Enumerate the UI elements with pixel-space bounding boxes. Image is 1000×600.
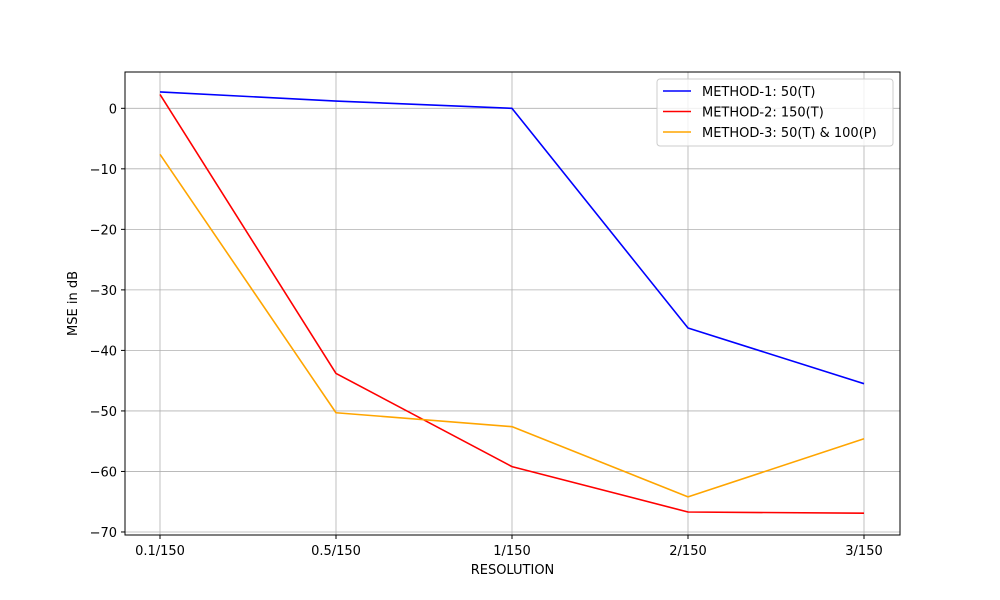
- legend-box: [656, 78, 894, 147]
- x-axis-ticks: 0.1/150 0.5/150 1/150 2/150 3/150: [135, 535, 883, 559]
- y-tick-label: −10: [90, 163, 117, 178]
- legend: METHOD-1: 50(T) METHOD-2: 150(T) METHOD-3:…: [656, 78, 894, 147]
- grid: [125, 72, 900, 535]
- y-tick-label: −70: [90, 526, 117, 541]
- y-tick-label: −20: [90, 223, 117, 238]
- y-axis-label: MSE in dB: [66, 271, 81, 336]
- series-lines: [159, 91, 865, 515]
- x-tick-label: 0.1/150: [135, 544, 185, 559]
- x-tick-label: 3/150: [845, 544, 882, 559]
- x-tick-label: 1/150: [493, 544, 530, 559]
- legend-entry: METHOD-2: 150(T): [702, 106, 824, 121]
- x-tick-label: 2/150: [669, 544, 706, 559]
- y-tick-label: −40: [90, 344, 117, 359]
- y-tick-label: −60: [90, 465, 117, 480]
- y-tick-label: 0: [109, 102, 117, 117]
- y-tick-label: −30: [90, 284, 117, 299]
- legend-entry: METHOD-1: 50(T): [702, 85, 816, 100]
- legend-entry: METHOD-3: 50(T) & 100(P): [702, 126, 877, 141]
- y-tick-label: −50: [90, 405, 117, 420]
- y-axis-ticks: 0 −10 −20 −30 −40 −50 −60 −70: [90, 102, 125, 541]
- x-axis-label: RESOLUTION: [471, 563, 555, 578]
- x-tick-label: 0.5/150: [311, 544, 361, 559]
